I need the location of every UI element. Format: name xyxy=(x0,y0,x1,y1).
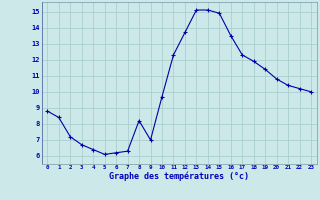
X-axis label: Graphe des températures (°c): Graphe des températures (°c) xyxy=(109,172,249,181)
